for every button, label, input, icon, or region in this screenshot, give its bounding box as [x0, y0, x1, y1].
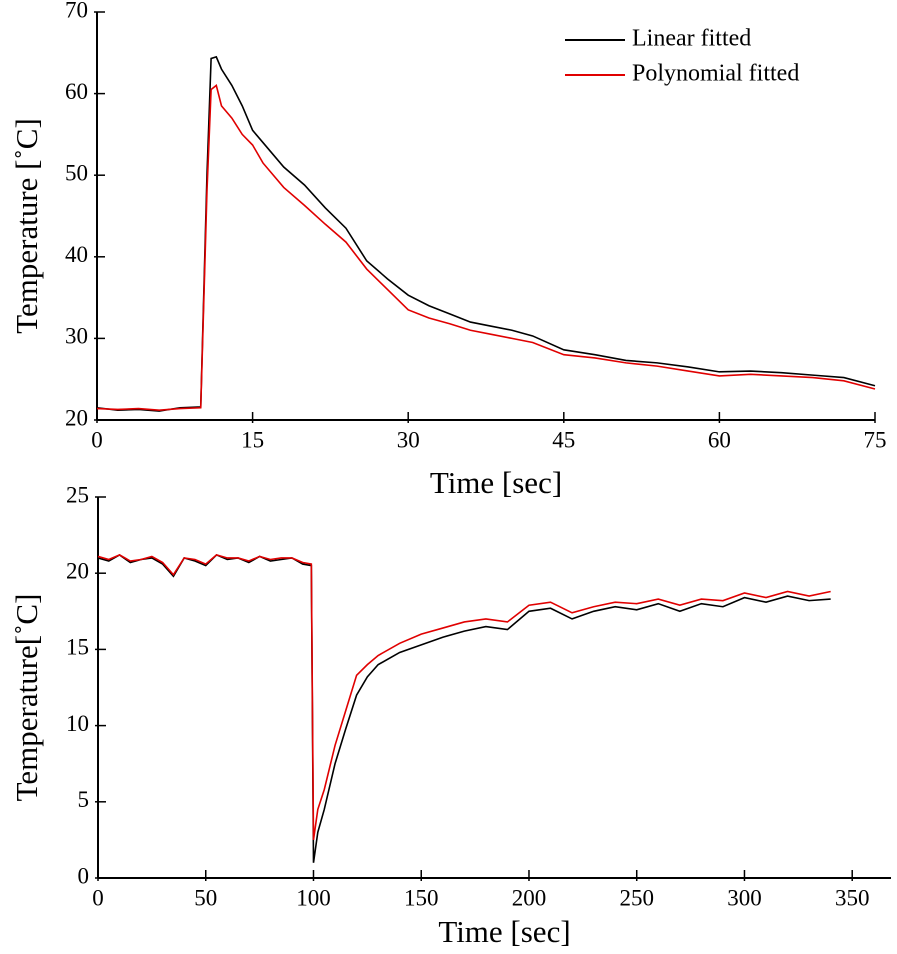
y-tick-label: 0	[78, 863, 90, 888]
y-tick-label: 60	[65, 79, 88, 104]
legend-label: Polynomial fitted	[632, 61, 799, 87]
x-tick-label: 350	[835, 885, 870, 910]
y-tick-label: 30	[65, 324, 88, 349]
y-tick-label: 40	[65, 242, 88, 267]
x-tick-label: 0	[91, 427, 103, 452]
x-tick-label: 45	[552, 427, 575, 452]
y-tick-label: 25	[66, 482, 89, 507]
x-tick-label: 30	[397, 427, 420, 452]
x-axis-label: Time [sec]	[430, 465, 562, 500]
y-tick-label: 70	[65, 0, 88, 22]
y-tick-label: 50	[65, 160, 88, 185]
y-axis-label: Temperature [˚C]	[9, 118, 44, 334]
series-line	[96, 84, 876, 412]
x-tick-label: 200	[512, 885, 547, 910]
x-tick-label: 300	[727, 885, 762, 910]
x-axis-label: Time [sec]	[438, 914, 570, 949]
y-tick-label: 20	[65, 405, 88, 430]
legend-label: Linear fitted	[632, 26, 751, 52]
x-tick-label: 15	[241, 427, 264, 452]
y-axis-label: Temperature[˚C]	[9, 594, 44, 802]
y-tick-label: 10	[66, 711, 89, 736]
x-tick-label: 100	[296, 885, 331, 910]
x-tick-label: 250	[619, 885, 654, 910]
x-tick-label: 50	[194, 885, 217, 910]
series-line	[96, 55, 876, 412]
x-tick-label: 0	[92, 885, 104, 910]
series-line	[97, 554, 831, 841]
y-tick-label: 5	[78, 787, 90, 812]
y-tick-label: 20	[66, 558, 89, 583]
y-tick-label: 15	[66, 635, 89, 660]
x-tick-label: 75	[864, 427, 887, 452]
x-tick-label: 60	[708, 427, 731, 452]
x-tick-label: 150	[404, 885, 439, 910]
